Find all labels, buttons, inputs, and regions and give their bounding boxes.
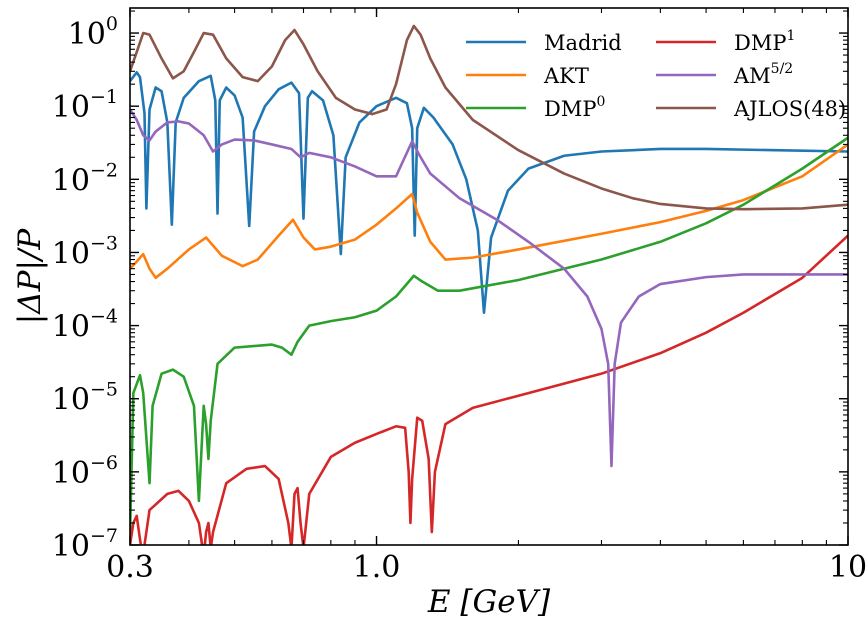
series-line-5 [130, 24, 848, 211]
legend-label-1: AKT [543, 64, 589, 88]
series-layer [130, 24, 848, 545]
x-tick-label-2: 10 [829, 550, 867, 585]
y-tick-label-5: 10−5 [52, 379, 118, 418]
legend-label-5: AJLOS(48) [733, 97, 846, 121]
y-tick-label-1: 10−1 [52, 86, 118, 125]
series-line-0 [130, 71, 848, 315]
series-line-3 [130, 234, 848, 545]
legend-label-2: DMP0 [544, 94, 605, 121]
series-line-4 [130, 108, 848, 468]
series-line-1 [130, 143, 848, 280]
series-line-2 [130, 136, 848, 536]
y-tick-label-0: 100 [68, 13, 118, 52]
y-tick-label-7: 10−7 [52, 525, 118, 564]
tick-labels-layer: 0.3 1.0 10 100 10−1 10−2 10−3 10−4 10−5 10−6 10−7 [52, 13, 867, 585]
legend: Madrid AKT DMP0 DMP1 AM5/2 AJLOS(48) [466, 28, 846, 121]
y-tick-label-2: 10−2 [52, 159, 118, 198]
y-tick-label-4: 10−4 [52, 306, 118, 345]
y-axis-label: |ΔP|/P [12, 228, 48, 325]
y-tick-label-6: 10−6 [52, 452, 118, 491]
x-tick-label-0: 0.3 [106, 550, 154, 585]
ticks-layer [129, 8, 849, 546]
y-tick-label-3: 10−3 [52, 232, 118, 271]
legend-label-4: AM5/2 [733, 61, 793, 88]
legend-label-3: DMP1 [734, 28, 795, 55]
legend-label-0: Madrid [544, 31, 622, 55]
x-tick-label-1: 1.0 [353, 550, 401, 585]
plot-frame [129, 7, 849, 546]
x-axis-label: E [GeV] [427, 584, 551, 620]
